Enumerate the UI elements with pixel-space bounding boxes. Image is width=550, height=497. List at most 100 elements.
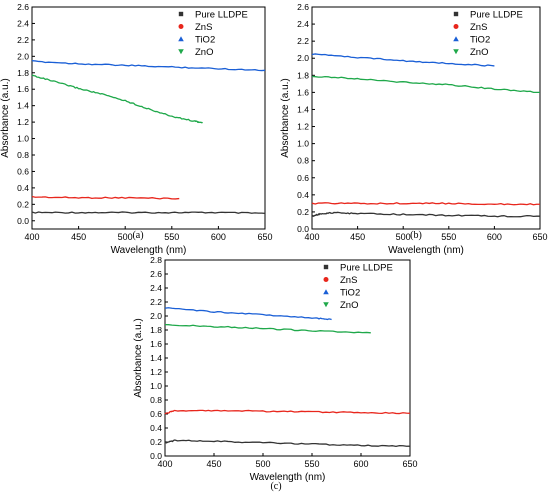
legend-label: ZnS — [195, 22, 212, 33]
legend-marker — [323, 277, 329, 282]
y-tick-label: 1.6 — [17, 84, 29, 94]
legend-label: Pure LLDPE — [340, 263, 393, 274]
x-tick-label: 500 — [255, 459, 270, 469]
y-tick-label: 2.4 — [297, 19, 309, 29]
y-tick-label: 0.0 — [17, 216, 29, 226]
y-tick-label: 2.8 — [150, 255, 162, 265]
panel-label: (a) — [132, 230, 143, 241]
x-tick-label: 650 — [257, 232, 272, 242]
series-line-tio2 — [311, 53, 495, 67]
y-tick-label: 0.0 — [297, 224, 309, 234]
y-tick-label: 2.4 — [150, 283, 162, 293]
legend-label: TiO2 — [195, 35, 215, 46]
series-line-tio2 — [31, 60, 266, 72]
y-tick-label: 2.6 — [297, 2, 309, 12]
chart-panel-1: 0.0 0.2 0.4 0.6 0.8 1.0 1.2 1.4 1.6 1.8 2.0 2.2 2.4 2… — [0, 2, 273, 256]
x-axis-label: Wavelength (nm) — [250, 472, 326, 483]
legend-label: ZnO — [470, 47, 488, 58]
x-tick-label: 550 — [441, 232, 456, 242]
y-tick-label: 1.2 — [297, 122, 309, 132]
y-axis-label: Absorbance (a.u.) — [280, 78, 291, 158]
legend-label: ZnS — [340, 275, 357, 286]
y-tick-label: 0.6 — [17, 166, 29, 176]
y-tick-label: 1.8 — [150, 325, 162, 335]
legend-label: TiO2 — [340, 288, 360, 299]
legend-marker — [453, 11, 459, 17]
x-tick-label: 450 — [206, 459, 221, 469]
series-line-pure-lldpe — [31, 211, 266, 215]
y-tick-label: 2.2 — [17, 35, 29, 45]
plot-frame — [164, 259, 411, 457]
series-line-tio2 — [164, 307, 332, 321]
x-tick-label: 600 — [353, 459, 368, 469]
chart-panel-2: 0.0 0.2 0.4 0.6 0.8 1.0 1.2 1.4 1.6 1.8 2.0 2.2 2.4 2… — [280, 2, 548, 256]
y-tick-label: 1.8 — [17, 68, 29, 78]
x-tick-label: 550 — [164, 232, 179, 242]
series-line-zns — [164, 409, 411, 415]
y-tick-label: 0.2 — [17, 199, 29, 209]
y-tick-label: 0.4 — [17, 183, 29, 193]
y-tick-label: 2.6 — [150, 269, 162, 279]
panel-label: (c) — [270, 481, 281, 492]
y-tick-label: 0.0 — [150, 451, 162, 461]
legend-marker — [178, 49, 184, 55]
chart-panel-3: 0.0 0.2 0.4 0.6 0.8 1.0 1.2 1.4 1.6 1.8 2.0 2.2 2.4 2… — [133, 255, 418, 483]
y-axis-label: Absorbance (a.u.) — [0, 78, 11, 158]
series-line-zns — [31, 195, 180, 200]
y-tick-label: 0.6 — [297, 173, 309, 183]
x-tick-label: 400 — [24, 232, 39, 242]
legend-marker — [178, 24, 184, 29]
y-tick-label: 2.6 — [17, 2, 29, 12]
legend-marker — [453, 36, 459, 42]
x-tick-label: 600 — [211, 232, 226, 242]
y-tick-label: 1.0 — [17, 134, 29, 144]
y-tick-label: 1.2 — [17, 117, 29, 127]
series-line-zns — [311, 202, 541, 206]
y-tick-label: 0.8 — [297, 156, 309, 166]
y-tick-label: 2.4 — [17, 18, 29, 28]
y-tick-label: 1.4 — [150, 353, 162, 363]
series-line-zno — [31, 74, 203, 124]
legend-label: ZnO — [340, 300, 358, 311]
y-tick-label: 0.8 — [150, 395, 162, 405]
series-line-pure-lldpe — [311, 211, 540, 218]
x-tick-label: 500 — [118, 232, 133, 242]
legend-marker — [323, 264, 329, 270]
legend-marker — [453, 24, 459, 29]
series-line-pure-lldpe — [164, 439, 411, 448]
y-tick-label: 1.0 — [297, 139, 309, 149]
y-tick-label: 1.2 — [150, 367, 162, 377]
x-tick-label: 450 — [350, 232, 365, 242]
legend-marker — [323, 289, 329, 295]
panel-label: (b) — [410, 230, 422, 241]
y-tick-label: 2.0 — [17, 51, 29, 61]
legend-label: ZnS — [470, 22, 487, 33]
legend-label: Pure LLDPE — [470, 10, 523, 21]
legend-label: TiO2 — [470, 35, 490, 46]
y-tick-label: 0.6 — [150, 409, 162, 419]
y-tick-label: 1.6 — [297, 87, 309, 97]
y-tick-label: 2.2 — [150, 297, 162, 307]
legend-label: ZnO — [195, 47, 213, 58]
y-tick-label: 0.2 — [297, 207, 309, 217]
y-tick-label: 0.8 — [17, 150, 29, 160]
x-tick-label: 500 — [396, 232, 411, 242]
x-tick-label: 550 — [304, 459, 319, 469]
x-tick-label: 400 — [157, 459, 172, 469]
x-tick-label: 600 — [487, 232, 502, 242]
y-tick-label: 2.2 — [297, 36, 309, 46]
plot-frame — [311, 6, 541, 230]
legend-marker — [453, 49, 459, 55]
legend-marker — [178, 36, 184, 42]
x-tick-label: 400 — [304, 232, 319, 242]
y-tick-label: 1.4 — [17, 101, 29, 111]
x-axis-label: Wavelength (nm) — [111, 245, 187, 256]
y-tick-label: 0.4 — [150, 423, 162, 433]
series-line-zno — [164, 323, 371, 334]
plot-frame — [31, 6, 266, 230]
y-axis-label: Absorbance (a.u.) — [133, 318, 144, 398]
x-tick-label: 450 — [71, 232, 86, 242]
